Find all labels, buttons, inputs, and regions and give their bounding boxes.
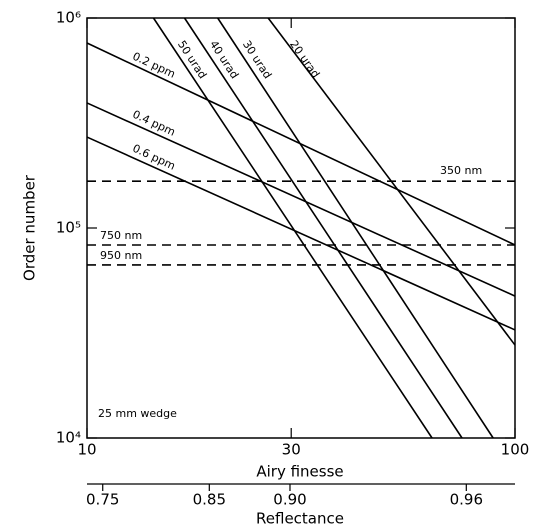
line-label: 350 nm xyxy=(440,164,482,177)
x2-tick-label: 0.96 xyxy=(450,491,483,509)
line-label: 750 nm xyxy=(100,229,142,242)
line-label: 0.2 ppm xyxy=(130,50,177,81)
x2-axis-label: Reflectance xyxy=(256,510,344,528)
line xyxy=(217,17,494,439)
line-label: 950 nm xyxy=(100,249,142,262)
annotation: 25 mm wedge xyxy=(98,407,177,420)
x2-tick-label: 0.85 xyxy=(193,491,226,509)
line xyxy=(183,17,463,439)
line-label: 0.4 ppm xyxy=(130,108,177,139)
x2-tick-label: 0.90 xyxy=(273,491,306,509)
y-axis-label: Order number xyxy=(21,174,39,281)
x-axis-label: Airy finesse xyxy=(256,463,343,481)
x-tick-label: 100 xyxy=(501,441,530,459)
line-label: 50 urad xyxy=(175,38,209,81)
x-tick-label: 10 xyxy=(77,441,96,459)
line-label: 20 urad xyxy=(287,38,322,80)
y-tick-label: 10⁶ xyxy=(56,9,81,27)
x2-tick-label: 0.75 xyxy=(86,491,119,509)
x-tick-label: 30 xyxy=(282,441,301,459)
line xyxy=(86,102,516,297)
line xyxy=(152,17,433,439)
y-tick-label: 10⁵ xyxy=(56,219,81,237)
line xyxy=(86,136,516,331)
plot-frame xyxy=(86,17,516,439)
y-tick-label: 10⁴ xyxy=(56,429,81,447)
